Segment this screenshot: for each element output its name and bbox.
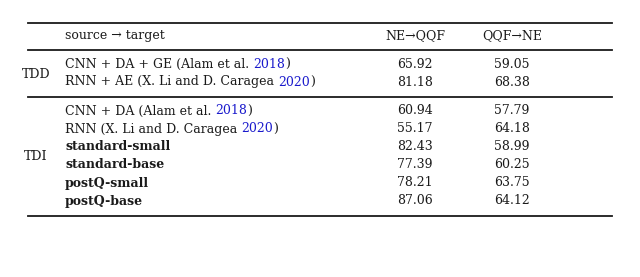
Text: 68.38: 68.38 <box>494 76 530 88</box>
Text: 2020: 2020 <box>241 122 273 135</box>
Text: 77.39: 77.39 <box>397 158 433 171</box>
Text: 2020: 2020 <box>278 76 310 88</box>
Text: 81.18: 81.18 <box>397 76 433 88</box>
Text: NE→QQF: NE→QQF <box>385 29 445 42</box>
Text: source → target: source → target <box>65 29 164 42</box>
Text: 65.92: 65.92 <box>397 58 433 71</box>
Text: 87.06: 87.06 <box>397 194 433 207</box>
Text: standard-base: standard-base <box>65 158 164 171</box>
Text: 82.43: 82.43 <box>397 140 433 153</box>
Text: ): ) <box>247 104 252 117</box>
Text: 55.17: 55.17 <box>397 122 433 135</box>
Text: 78.21: 78.21 <box>397 176 433 189</box>
Text: 64.18: 64.18 <box>494 122 530 135</box>
Text: 58.99: 58.99 <box>494 140 530 153</box>
Text: 60.94: 60.94 <box>397 104 433 117</box>
Text: 2018: 2018 <box>253 58 285 71</box>
Text: ): ) <box>273 122 278 135</box>
Text: CNN + DA (Alam et al.: CNN + DA (Alam et al. <box>65 104 216 117</box>
Text: 2018: 2018 <box>216 104 247 117</box>
Text: CNN + DA + GE (Alam et al.: CNN + DA + GE (Alam et al. <box>65 58 253 71</box>
Text: postQ-small: postQ-small <box>65 176 149 189</box>
Text: standard-small: standard-small <box>65 140 170 153</box>
Text: 57.79: 57.79 <box>494 104 530 117</box>
Text: RNN + AE (X. Li and D. Caragea: RNN + AE (X. Li and D. Caragea <box>65 76 278 88</box>
Text: TDI: TDI <box>24 150 48 163</box>
Text: ): ) <box>285 58 290 71</box>
Text: 63.75: 63.75 <box>494 176 530 189</box>
Text: ): ) <box>310 76 315 88</box>
Text: 60.25: 60.25 <box>494 158 530 171</box>
Text: 59.05: 59.05 <box>494 58 530 71</box>
Text: 64.12: 64.12 <box>494 194 530 207</box>
Text: TDD: TDD <box>22 68 51 81</box>
Text: QQF→NE: QQF→NE <box>482 29 542 42</box>
Text: RNN (X. Li and D. Caragea: RNN (X. Li and D. Caragea <box>65 122 241 135</box>
Text: postQ-base: postQ-base <box>65 194 143 207</box>
